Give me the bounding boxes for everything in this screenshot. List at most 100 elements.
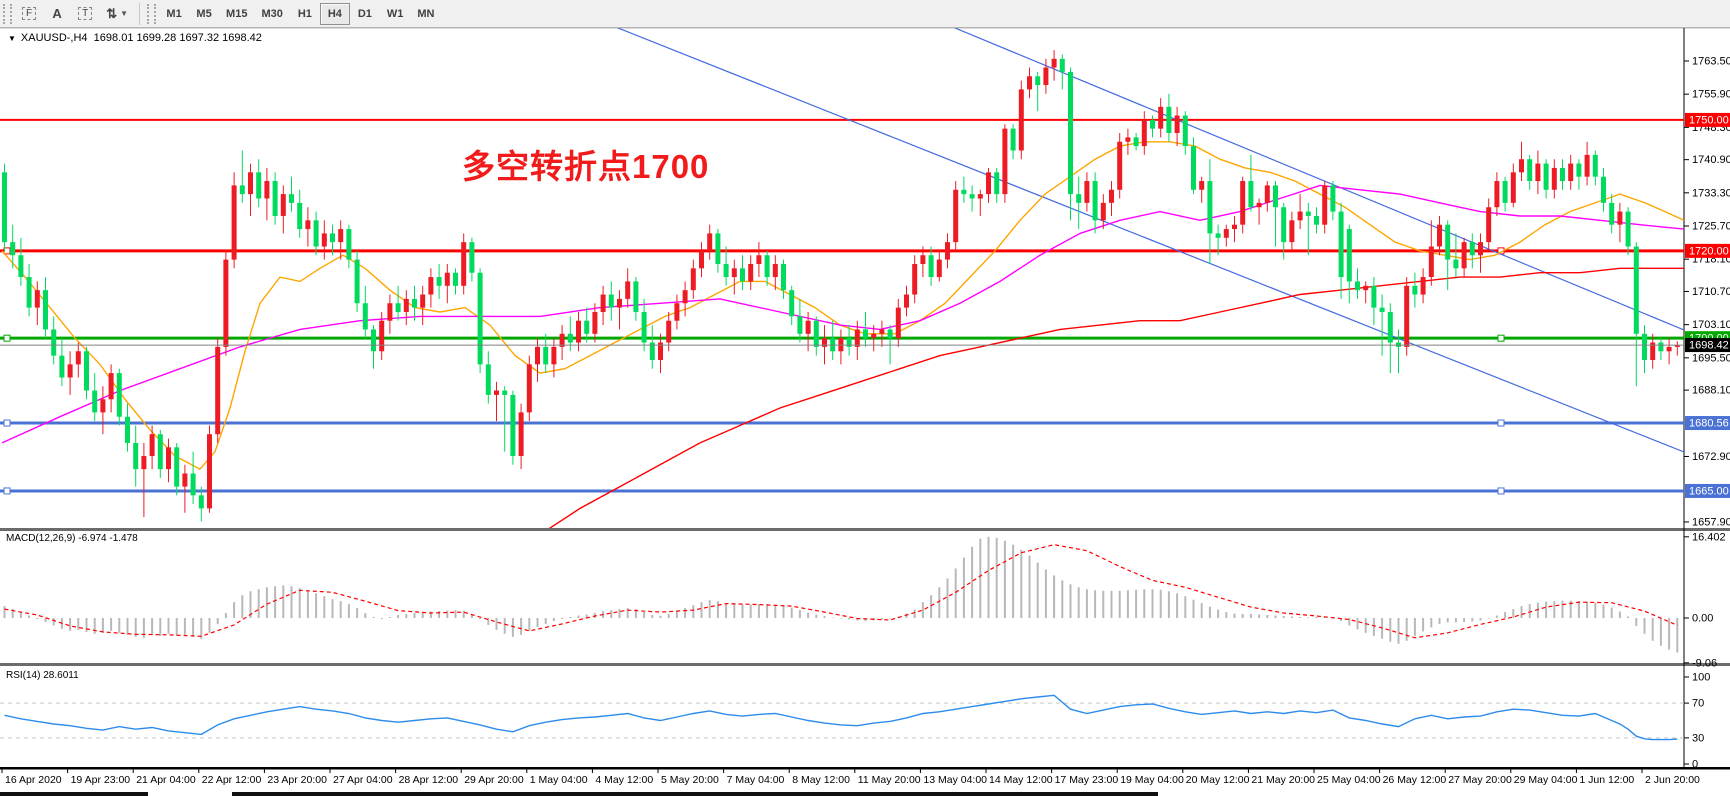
candle-body — [1174, 115, 1180, 134]
candle-body — [699, 250, 704, 269]
candle-body — [1478, 242, 1483, 256]
timeframe-button-M30[interactable]: M30 — [261, 7, 283, 20]
timeframe-button-M1[interactable]: M1 — [166, 7, 182, 20]
moving-average-ma-slow — [548, 267, 1684, 528]
candle-body — [846, 338, 852, 347]
candle-body — [231, 185, 237, 260]
candle-body — [1158, 106, 1164, 129]
toolbar-grip[interactable] — [3, 3, 12, 24]
candle-body — [2, 172, 7, 243]
candle-body — [977, 194, 983, 199]
line-handle[interactable] — [1497, 487, 1505, 495]
candle-body — [1346, 229, 1352, 282]
candle-body — [1240, 181, 1246, 225]
macd-pane[interactable]: 16.402 0.00 -9.06 — [3, 531, 1726, 669]
candle-body — [608, 294, 614, 308]
candle-body — [772, 263, 778, 278]
candle-body — [1264, 185, 1270, 203]
candle-body — [428, 277, 434, 295]
candle-body — [715, 233, 721, 264]
candle-body — [1018, 89, 1024, 151]
axis-tick-label: 0 — [1692, 759, 1698, 771]
candle-body — [633, 281, 639, 312]
candle-body — [379, 320, 385, 352]
line-handle[interactable] — [3, 487, 11, 495]
candle-body — [297, 202, 303, 230]
candle-body — [584, 320, 590, 334]
timeframe-button-MN[interactable]: MN — [417, 7, 435, 20]
text-label-button[interactable]: A — [44, 3, 70, 25]
toolbar-grip[interactable] — [147, 3, 157, 24]
line-handle[interactable] — [1497, 419, 1505, 427]
timeframe-button-H4[interactable]: H4 — [319, 2, 350, 25]
candle-body — [141, 456, 147, 470]
axis-tick-label: 2 Jun 20:00 — [1645, 774, 1700, 786]
arrow-tools-button[interactable]: ⇅ ▼ — [100, 3, 134, 25]
candle-body — [1625, 211, 1631, 247]
trendline[interactable] — [954, 28, 1684, 331]
candle-body — [674, 303, 680, 321]
candle-body — [543, 346, 549, 365]
time-axis[interactable]: 16 Apr 2020 19 Apr 23:00 21 Apr 04:00 22 Ap… — [1, 769, 1700, 786]
candle-body — [682, 290, 688, 304]
axis-tick-label: 11 May 20:00 — [858, 774, 921, 786]
candle-body — [1207, 181, 1213, 234]
axis-tick-label: 20 May 12:00 — [1186, 774, 1250, 786]
line-handle[interactable] — [3, 334, 11, 342]
candle-body — [1027, 76, 1032, 90]
timeframe-button-M15[interactable]: M15 — [226, 7, 248, 20]
candle-body — [51, 329, 57, 356]
candle-body — [1428, 246, 1434, 278]
axis-tick-label: 1720.00 — [1689, 245, 1729, 257]
candle-body — [1043, 67, 1049, 86]
candle-body — [559, 333, 565, 347]
candle-body — [764, 255, 770, 278]
candle-body — [535, 346, 540, 365]
candle-body — [157, 434, 163, 470]
toolbar-separator — [139, 2, 141, 25]
moving-average-ma-fast — [1, 141, 1684, 470]
candle-body — [1199, 181, 1205, 190]
trendline[interactable] — [617, 28, 1684, 453]
timeframe-button-W1[interactable]: W1 — [386, 7, 404, 20]
candle-body — [444, 272, 450, 286]
candle-body — [986, 172, 991, 195]
candle-body — [1059, 58, 1065, 72]
chart-symbol-title[interactable]: ▼ XAUUSD-,H4 1698.01 1699.28 1697.32 1698… — [8, 32, 262, 44]
timeframe-button-D1[interactable]: D1 — [357, 7, 372, 20]
rsi-pane[interactable]: 100 70 30 0 — [0, 672, 1710, 771]
axis-tick-label: 19 May 04:00 — [1120, 774, 1184, 786]
candle-body — [92, 390, 98, 413]
ohlc-low: 1697.32 — [179, 32, 220, 44]
timeframe-button-H1[interactable]: H1 — [297, 7, 312, 20]
candle-body — [198, 495, 204, 509]
main-chart-pane[interactable] — [0, 28, 1684, 535]
price-axis[interactable]: 1763.501755.901748.301740.901733.301725.… — [1684, 55, 1730, 528]
price-label-box — [1685, 243, 1730, 258]
candle-body — [371, 329, 376, 352]
axis-tick-label: 30 — [1692, 732, 1704, 744]
line-handle[interactable] — [1497, 334, 1505, 342]
candle-body — [1010, 128, 1016, 151]
candle-body — [239, 185, 245, 195]
candle-body — [1133, 137, 1139, 147]
candle-body — [305, 220, 311, 230]
candle-body — [658, 342, 663, 361]
candle-body — [469, 242, 475, 273]
candle-body — [1363, 285, 1369, 291]
price-label-box — [1685, 416, 1730, 431]
candle-body — [953, 189, 959, 243]
candle-body — [1494, 181, 1500, 208]
candle-body — [1387, 311, 1393, 343]
text-box-button[interactable]: T — [72, 3, 98, 25]
axis-tick-label: 21 Apr 04:00 — [136, 774, 196, 786]
timeframe-button-M5[interactable]: M5 — [196, 7, 212, 20]
candle-body — [330, 233, 335, 243]
candle-body — [34, 290, 40, 308]
candles — [2, 50, 1680, 522]
grid-template-button[interactable]: F — [16, 3, 42, 25]
line-handle[interactable] — [3, 419, 11, 427]
candle-body — [1461, 242, 1467, 269]
candle-body — [1084, 181, 1090, 203]
